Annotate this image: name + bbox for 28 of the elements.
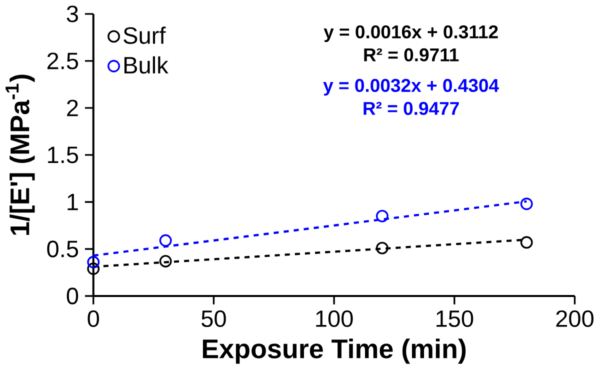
point	[376, 242, 388, 254]
y-tick-label: 0	[66, 288, 78, 304]
y-tick-label: 3	[66, 5, 78, 22]
legend-label: Bulk	[124, 56, 168, 74]
point	[87, 262, 100, 275]
annotation: y = 0.0016x + 0.3112	[324, 25, 498, 42]
point	[376, 210, 388, 222]
point	[520, 197, 533, 210]
y-tick-label: 1	[68, 194, 78, 210]
point	[159, 234, 172, 247]
x-tick-label: 0	[88, 310, 100, 327]
x-tick-label: 150	[436, 310, 474, 327]
y-axis-title: 1/[E'] (MPa$^{-1}$)	[6, 74, 35, 235]
y-tick-label: 1.5	[48, 146, 78, 164]
x-tick-label: 50	[202, 310, 226, 327]
y-tick-label: 0.5	[47, 240, 78, 258]
y-tick-label: 2	[67, 100, 78, 116]
point	[520, 236, 533, 249]
annotation: R² = 0.9711	[364, 48, 459, 62]
annotation: y = 0.0032x + 0.4304	[323, 78, 499, 96]
point	[159, 254, 172, 268]
point	[87, 256, 100, 268]
annotation: R² = 0.9477	[364, 102, 459, 115]
y-tick-label: 2.5	[47, 52, 78, 70]
x-tick-label: 200	[556, 310, 594, 327]
legend-label: Surf	[124, 26, 166, 44]
x-axis-title: Exposure Time (min)	[202, 338, 466, 364]
x-tick-label: 100	[316, 310, 353, 327]
